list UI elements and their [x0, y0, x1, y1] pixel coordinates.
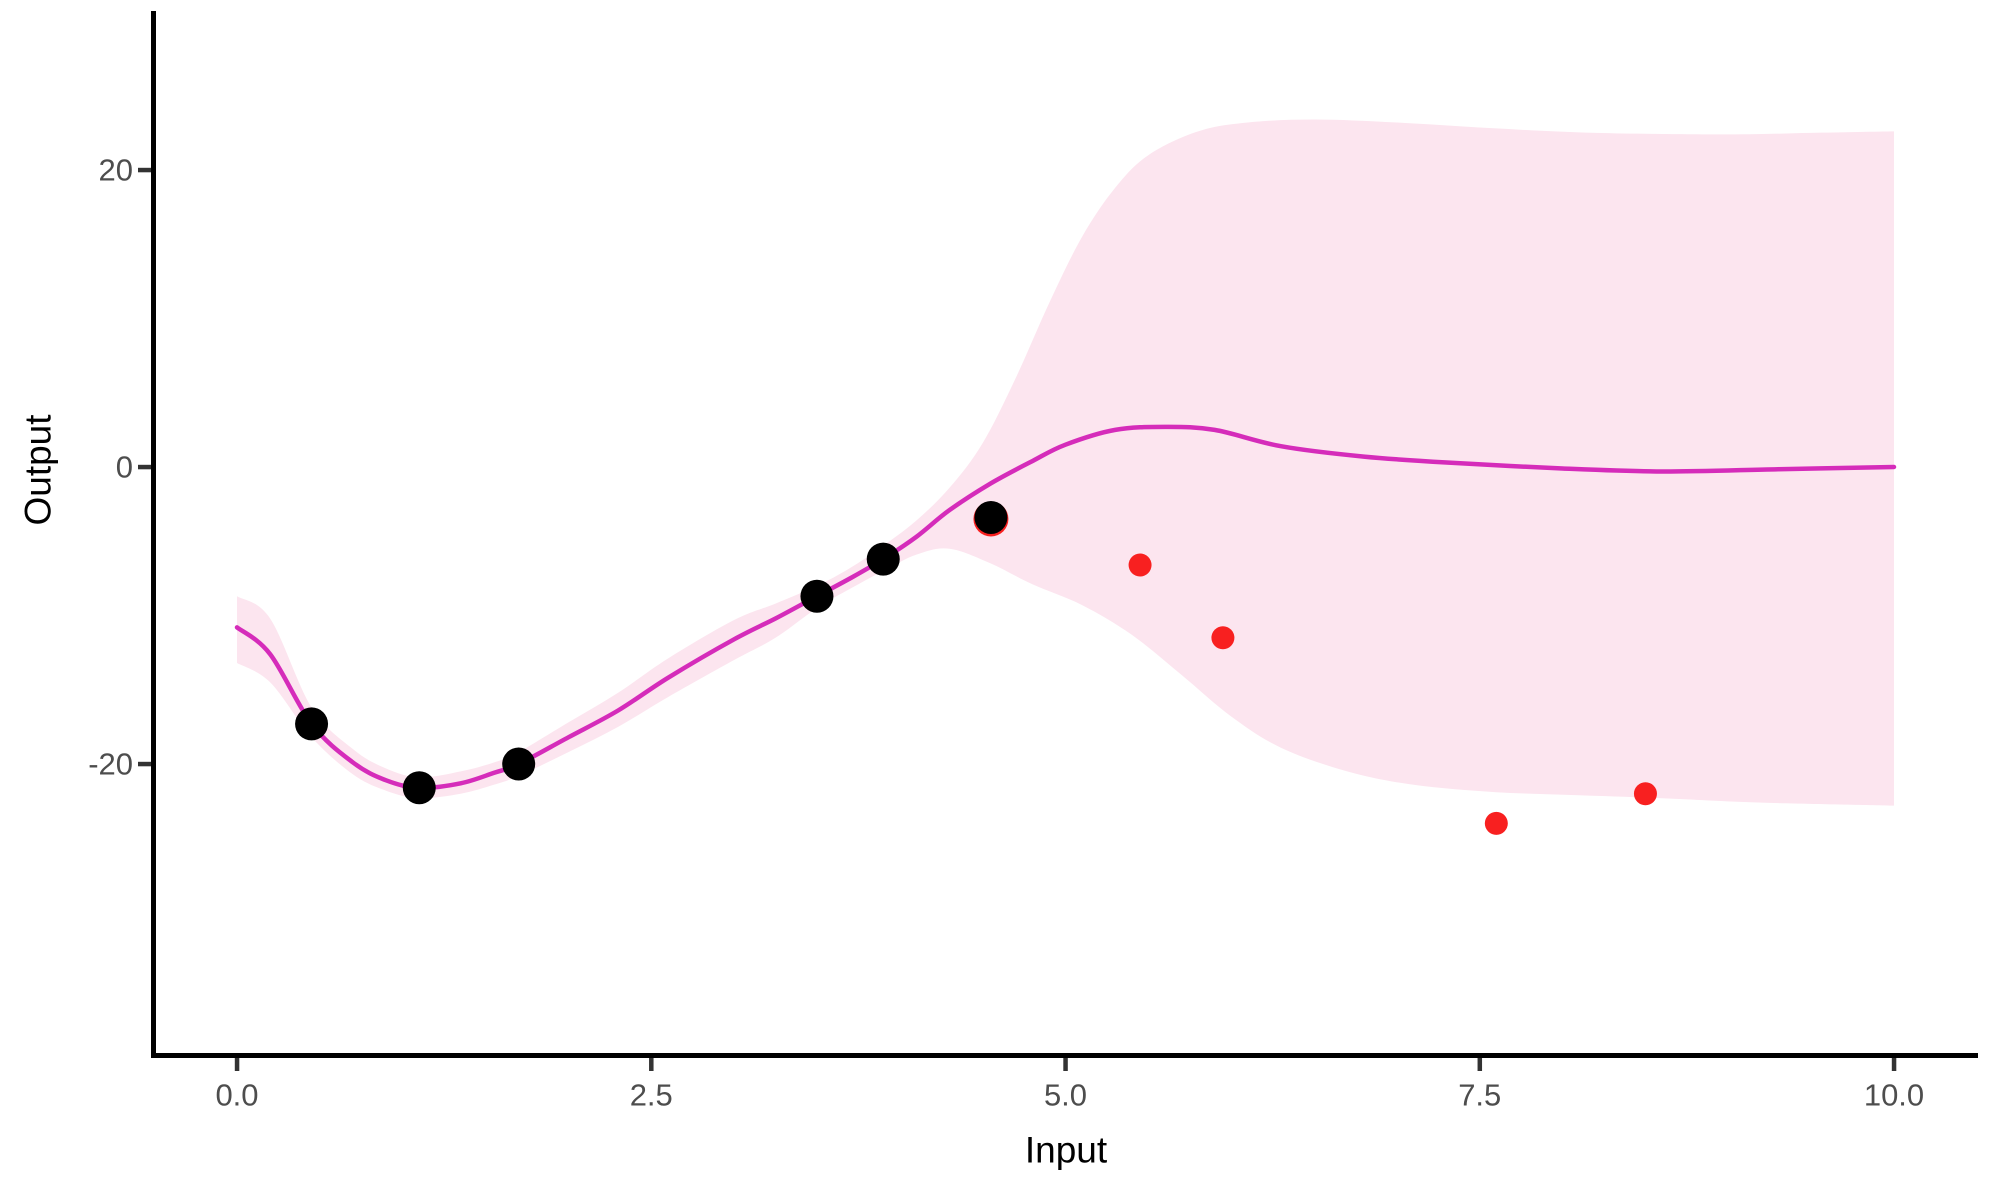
held-out-point: [1211, 626, 1235, 650]
x-axis-title: Input: [1024, 1129, 1108, 1171]
y-axis-line: [151, 11, 156, 1058]
y-tick-label: -20: [88, 746, 133, 782]
observed-point: [866, 542, 900, 576]
credible-band: [237, 119, 1894, 806]
observed-point: [295, 707, 329, 741]
y-tick-label: 0: [115, 449, 133, 485]
x-tick-mark: [1891, 1058, 1897, 1071]
x-tick-label: 5.0: [1043, 1077, 1088, 1113]
held-out-point: [1633, 782, 1657, 806]
x-tick-mark: [1063, 1058, 1068, 1071]
x-tick-label: 7.5: [1458, 1077, 1502, 1113]
y-axis-title: Output: [17, 414, 59, 526]
y-tick-mark: [138, 761, 151, 767]
y-tick-mark: [138, 167, 151, 173]
x-axis-line: [151, 1053, 1978, 1058]
held-out-point: [1484, 811, 1508, 835]
x-tick-mark: [649, 1058, 654, 1071]
observed-point: [402, 771, 436, 805]
observed-point: [502, 747, 536, 781]
y-tick-mark: [138, 464, 151, 470]
held-out-point: [1128, 553, 1152, 577]
x-tick-label: 10.0: [1863, 1077, 1925, 1113]
x-tick-label: 2.5: [629, 1077, 673, 1113]
observed-point: [974, 500, 1008, 534]
x-tick-label: 0.0: [215, 1077, 259, 1113]
observed-point: [800, 579, 834, 613]
x-tick-mark: [234, 1058, 240, 1071]
y-tick-label: 20: [98, 152, 133, 188]
x-tick-mark: [1477, 1058, 1483, 1071]
